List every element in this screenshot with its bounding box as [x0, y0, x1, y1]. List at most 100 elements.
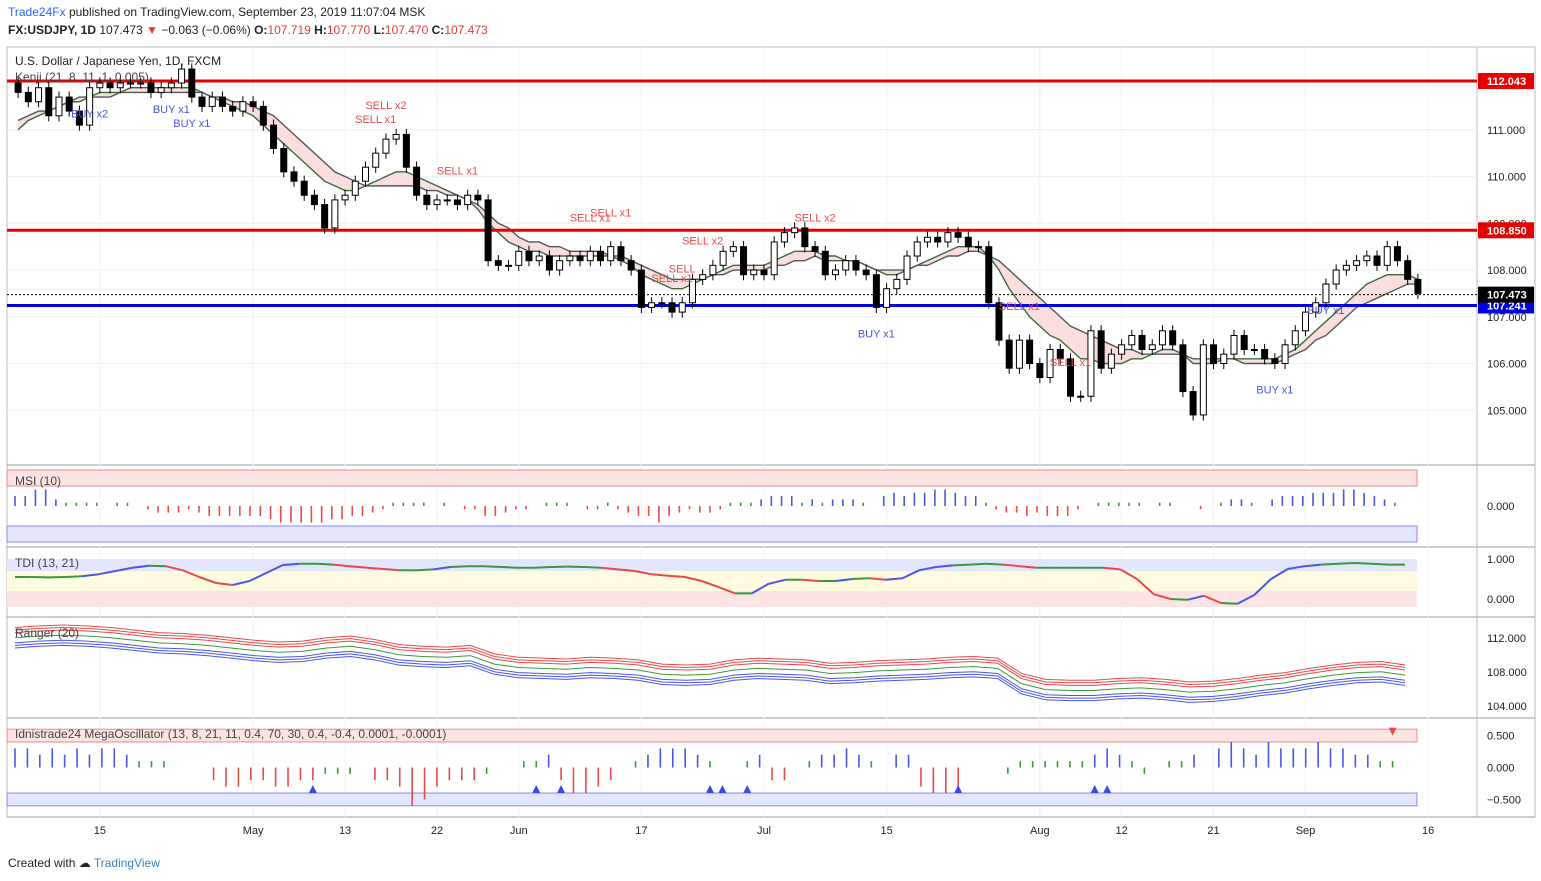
tradingview-logo-icon[interactable]: ☁ — [78, 856, 91, 870]
symbol-label: FX:USDJPY, 1D — [8, 23, 97, 37]
tdi-line-segment — [718, 586, 736, 595]
kenji-cloud-segment — [1356, 284, 1367, 308]
candle — [423, 194, 431, 206]
x-tick-label: 15 — [880, 825, 892, 837]
tdi-line-segment — [668, 574, 685, 578]
tdi-line-segment — [215, 582, 233, 586]
y-tick-label: 1.000 — [1487, 554, 1515, 566]
candle — [1332, 269, 1340, 285]
y-tick-label: −0.500 — [1487, 794, 1521, 806]
x-tick-label: 16 — [1422, 825, 1434, 837]
y-tick-label: 108.000 — [1487, 265, 1527, 277]
ranger-band — [14, 627, 1406, 686]
signal-triangle — [308, 785, 317, 794]
candle — [106, 82, 114, 89]
candle — [627, 260, 635, 271]
signal-label: BUY x1 — [1307, 305, 1344, 317]
oversold-zone — [6, 792, 1418, 807]
y-tick-label: 112.000 — [1487, 633, 1526, 645]
signal-triangle — [1090, 785, 1099, 794]
tradingview-brand[interactable]: TradingView — [93, 856, 160, 870]
candle — [464, 194, 472, 206]
kenji-cloud-segment — [651, 270, 662, 285]
candle — [617, 246, 625, 262]
y-tick-label: 0.000 — [1487, 501, 1515, 513]
candle — [1322, 283, 1330, 304]
candle — [525, 250, 533, 262]
tdi-line-segment — [1153, 593, 1171, 600]
tdi-mid-zone — [7, 571, 1417, 591]
candle — [934, 236, 942, 243]
candle — [566, 255, 574, 262]
candle — [852, 260, 860, 271]
tdi-line-segment — [969, 562, 987, 566]
tdi-line-segment — [1136, 578, 1155, 595]
candle — [1353, 260, 1361, 266]
candle — [55, 96, 63, 117]
candle — [801, 227, 809, 248]
tdi-line-segment — [852, 577, 870, 580]
ranger-band — [14, 639, 1406, 698]
kenji-cloud-segment — [1305, 330, 1316, 350]
signal-triangle — [1388, 727, 1397, 736]
kenji-cloud-segment — [1050, 307, 1061, 341]
tdi-line-segment — [1220, 602, 1238, 605]
indicator-label: MSI (10) — [15, 474, 61, 488]
overbought-zone — [6, 469, 1418, 487]
publisher-name[interactable]: Trade24Fx — [8, 5, 66, 19]
candle — [668, 302, 676, 313]
kenji-cloud-segment — [28, 111, 39, 121]
candle — [351, 180, 359, 196]
candle — [750, 269, 758, 276]
candle — [1158, 330, 1166, 346]
candle — [872, 274, 880, 308]
y-tick-label: 110.000 — [1487, 172, 1526, 184]
signal-triangle — [532, 785, 541, 794]
tdi-line-segment — [617, 568, 635, 572]
x-tick-label: 15 — [94, 825, 106, 837]
candle — [556, 260, 564, 271]
kenji-cloud-segment — [1162, 349, 1173, 355]
candle — [913, 241, 921, 257]
candle — [678, 302, 686, 313]
published-text: published on TradingView.com, September … — [68, 5, 426, 19]
signal-label: BUY x1 — [1256, 385, 1293, 397]
tdi-line-segment — [349, 565, 367, 569]
candle — [157, 87, 165, 93]
kenji-cloud-segment — [958, 246, 969, 256]
candle — [1179, 344, 1187, 393]
candle — [648, 302, 656, 308]
kenji-cloud-segment — [927, 256, 938, 266]
x-tick-label: 17 — [635, 825, 647, 837]
kenji-cloud-segment — [18, 115, 29, 130]
candle — [1342, 264, 1350, 271]
tdi-line-segment — [366, 566, 384, 570]
signal-label: SELL x1 — [437, 166, 478, 178]
kenji-cloud-segment — [1070, 326, 1081, 359]
tdi-line-segment — [1270, 568, 1289, 580]
signal-label: SELL x1 — [355, 114, 396, 126]
tdi-line-segment — [98, 570, 116, 576]
candle — [1383, 246, 1391, 266]
signal-label: SELL x1 — [570, 212, 611, 224]
kenji-cloud-segment — [1244, 358, 1255, 364]
candle — [995, 302, 1003, 341]
signal-label: SELL x2 — [794, 212, 835, 224]
x-tick-label: 12 — [1115, 825, 1127, 837]
tdi-line-segment — [835, 578, 853, 582]
candle — [1087, 330, 1095, 397]
kenji-cloud-segment — [1029, 288, 1040, 327]
candle — [923, 236, 931, 243]
tdi-line-segment — [416, 568, 434, 572]
candle — [75, 110, 83, 126]
candle — [586, 250, 594, 262]
candle — [1302, 311, 1309, 332]
candle — [637, 269, 645, 308]
candle — [218, 96, 226, 107]
tdi-line-segment — [132, 564, 150, 569]
signal-triangle — [743, 785, 752, 794]
kenji-cloud-segment — [947, 246, 959, 256]
level-label: 107.473 — [1487, 290, 1527, 302]
low-label: L: — [373, 23, 385, 37]
